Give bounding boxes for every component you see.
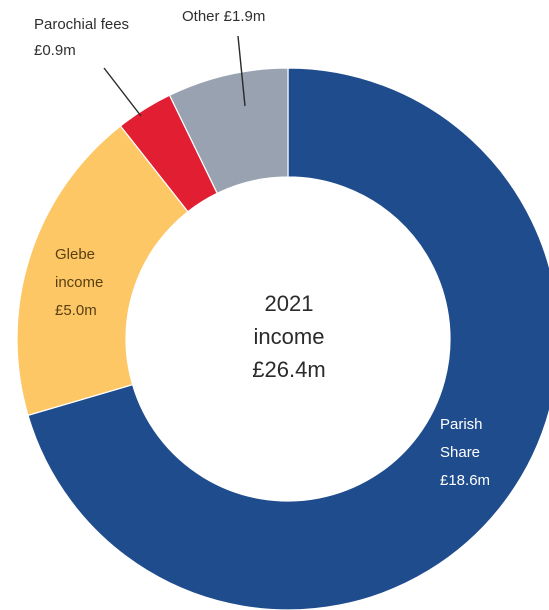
- center-year: 2021: [264, 291, 314, 316]
- parish-share-slice: [27, 67, 549, 610]
- center-total: £26.4m: [252, 357, 326, 382]
- parochial-fees-label-line-1: Parochial fees: [34, 16, 130, 33]
- center-label: income: [253, 324, 325, 349]
- parish-share-label-line-2: Share: [440, 444, 481, 461]
- other-slice: [168, 67, 289, 195]
- glebe-income-label-line-2: income: [55, 274, 104, 291]
- glebe-income-label-line-3: £5.0m: [55, 302, 97, 319]
- parish-share-label-line-1: Parish: [440, 416, 483, 433]
- donut-slices: [16, 67, 549, 610]
- label-leaders: [103, 35, 246, 117]
- parish-share-label-line-3: £18.6m: [440, 472, 491, 489]
- parochial-fees-leader: [103, 67, 142, 117]
- glebe-income-label-line-1: Glebe: [55, 246, 96, 263]
- other-leader: [237, 35, 246, 107]
- glebe-income-slice: [16, 125, 189, 417]
- other-label: Other £1.9m: [182, 8, 266, 25]
- parochial-fees-label-line-2: £0.9m: [34, 42, 76, 59]
